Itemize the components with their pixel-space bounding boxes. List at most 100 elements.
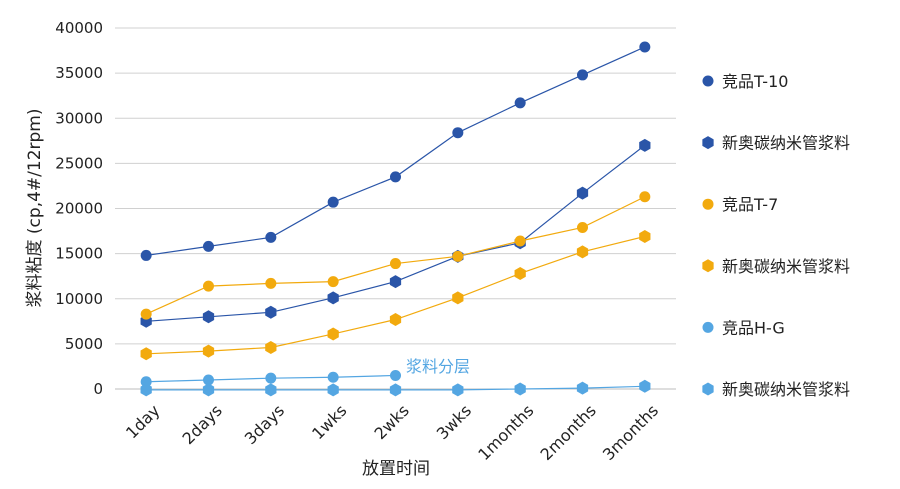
x-tick-label: 1day bbox=[122, 401, 163, 442]
legend-item: 竞品T-10 bbox=[702, 72, 788, 91]
data-point bbox=[327, 276, 339, 288]
legend-item: 新奥碳纳米管浆料 bbox=[702, 380, 850, 399]
y-tick-label: 0 bbox=[93, 380, 103, 398]
data-point bbox=[327, 327, 339, 341]
y-tick-label: 10000 bbox=[55, 290, 103, 308]
data-point bbox=[327, 371, 339, 383]
data-point bbox=[265, 277, 277, 289]
series-2 bbox=[140, 138, 651, 328]
data-point bbox=[327, 196, 339, 208]
data-point bbox=[514, 97, 526, 109]
legend-item: 竞品T-7 bbox=[702, 195, 778, 214]
legend-marker bbox=[702, 321, 714, 333]
data-point bbox=[514, 266, 526, 280]
series-line bbox=[145, 196, 646, 315]
x-tick-label: 2wks bbox=[370, 401, 412, 443]
x-tick-label: 3days bbox=[241, 401, 288, 448]
data-point bbox=[265, 305, 277, 319]
data-point bbox=[140, 383, 152, 397]
annotation-slurry-separation: 浆料分层 bbox=[406, 357, 470, 376]
data-point bbox=[389, 313, 402, 327]
x-tick-label: 3wks bbox=[433, 401, 475, 443]
data-point bbox=[639, 379, 651, 393]
x-axis-title: 放置时间 bbox=[362, 459, 430, 479]
legend-marker bbox=[702, 259, 714, 273]
x-tick-label: 2months bbox=[537, 401, 600, 464]
data-point bbox=[140, 249, 152, 261]
y-tick-label: 25000 bbox=[55, 154, 103, 172]
y-tick-label: 30000 bbox=[55, 109, 103, 127]
legend-item: 新奥碳纳米管浆料 bbox=[702, 257, 850, 276]
data-point bbox=[327, 291, 339, 305]
y-tick-label: 40000 bbox=[55, 19, 103, 37]
legend-marker bbox=[702, 198, 714, 210]
series-3 bbox=[140, 191, 651, 320]
data-point bbox=[265, 383, 277, 397]
series-4 bbox=[140, 229, 651, 361]
data-point bbox=[639, 41, 651, 53]
data-point bbox=[203, 374, 214, 386]
legend-label: 新奥碳纳米管浆料 bbox=[722, 134, 850, 153]
legend-label: 竞品H-G bbox=[722, 318, 785, 337]
x-tick-label: 2days bbox=[178, 401, 225, 448]
legend-label: 新奥碳纳米管浆料 bbox=[722, 380, 850, 399]
data-point bbox=[576, 381, 589, 395]
y-tick-labels: 0 5000 10000 15000 20000 25000 30000 35000 40000 bbox=[55, 19, 103, 398]
data-point bbox=[140, 308, 152, 320]
data-point bbox=[140, 347, 152, 361]
legend-label: 竞品T-7 bbox=[722, 195, 778, 214]
legend-item: 新奥碳纳米管浆料 bbox=[702, 134, 850, 153]
series-6 bbox=[140, 379, 651, 397]
data-point bbox=[390, 171, 401, 183]
y-axis-title: 浆料粘度 (cp,4#/12rpm) bbox=[25, 109, 45, 308]
data-point bbox=[389, 383, 402, 397]
series-5 bbox=[140, 369, 401, 388]
data-point bbox=[452, 250, 464, 262]
x-tick-label: 1months bbox=[474, 401, 537, 464]
y-tick-label: 35000 bbox=[55, 64, 103, 82]
x-tick-labels: 1day 2days 3days 1wks 2wks 3wks 1months 2months… bbox=[122, 401, 662, 464]
data-point bbox=[202, 383, 215, 397]
x-tick-label: 3months bbox=[599, 401, 662, 464]
y-tick-label: 5000 bbox=[65, 335, 103, 353]
data-point bbox=[203, 240, 214, 252]
data-point bbox=[202, 310, 215, 324]
data-point bbox=[265, 231, 277, 243]
data-point bbox=[265, 372, 277, 384]
data-point bbox=[639, 229, 651, 243]
legend-marker bbox=[702, 136, 714, 150]
data-point bbox=[639, 138, 651, 152]
series-group bbox=[140, 41, 651, 397]
data-point bbox=[577, 221, 588, 233]
series-line bbox=[146, 46, 646, 257]
series-1 bbox=[140, 41, 651, 261]
data-point bbox=[514, 235, 526, 247]
data-point bbox=[203, 280, 214, 292]
data-point bbox=[576, 186, 589, 200]
data-point bbox=[452, 291, 464, 305]
data-point bbox=[327, 383, 339, 397]
legend-marker bbox=[702, 75, 714, 87]
data-point bbox=[390, 258, 401, 270]
data-point bbox=[577, 69, 588, 81]
data-point bbox=[140, 376, 152, 388]
data-point bbox=[389, 275, 402, 289]
legend-item: 竞品H-G bbox=[702, 318, 785, 337]
legend-label: 新奥碳纳米管浆料 bbox=[722, 257, 850, 276]
y-tick-label: 20000 bbox=[55, 200, 103, 218]
legend-marker bbox=[702, 382, 714, 396]
data-point bbox=[576, 245, 589, 259]
gridlines bbox=[115, 27, 676, 390]
data-point bbox=[265, 340, 277, 354]
data-point bbox=[452, 127, 464, 139]
legend-label: 竞品T-10 bbox=[722, 72, 788, 91]
data-point bbox=[514, 382, 526, 396]
y-tick-label: 15000 bbox=[55, 245, 103, 263]
data-point bbox=[639, 191, 651, 203]
data-point bbox=[202, 344, 215, 358]
data-point bbox=[452, 383, 464, 397]
data-point bbox=[390, 369, 401, 381]
x-tick-label: 1wks bbox=[308, 401, 350, 443]
